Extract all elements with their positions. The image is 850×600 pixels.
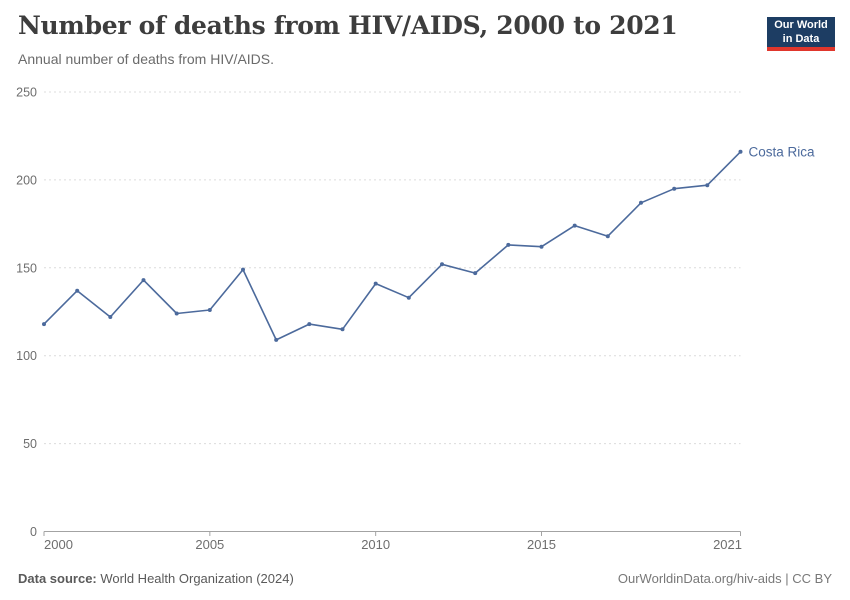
y-axis-tick-label: 250 [16, 86, 37, 100]
data-source-text: World Health Organization (2024) [96, 571, 294, 586]
series-line[interactable] [43, 151, 742, 341]
data-point-marker[interactable] [174, 311, 179, 316]
data-point-marker[interactable] [207, 308, 212, 312]
x-axis-tick-label: 2005 [195, 537, 224, 552]
owid-logo-line2: in Data [782, 33, 820, 45]
x-axis-tick-label: 2021 [713, 537, 742, 552]
chart-subtitle: Annual number of deaths from HIV/AIDS. [18, 51, 275, 67]
x-axis-tick-label: 2000 [44, 537, 73, 552]
chart-title: Number of deaths from HIV/AIDS, 2000 to … [18, 11, 678, 40]
data-point-marker[interactable] [340, 327, 345, 332]
data-source: Data source: World Health Organization (… [18, 571, 294, 586]
chart-footer: Data source: World Health Organization (… [18, 571, 832, 586]
data-point-marker[interactable] [274, 337, 279, 342]
data-point-marker[interactable] [473, 271, 478, 276]
data-point-marker[interactable] [605, 234, 610, 239]
data-source-label: Data source: [18, 571, 97, 586]
data-point-marker[interactable] [307, 322, 312, 327]
credit-line: OurWorldinData.org/hiv-aids | CC BY [617, 571, 832, 586]
data-point-marker[interactable] [440, 262, 444, 267]
y-axis-tick-label: 100 [16, 349, 37, 363]
data-point-marker[interactable] [406, 295, 411, 300]
owid-logo[interactable]: Our World in Data [767, 17, 835, 51]
y-axis-tick-label: 0 [30, 525, 37, 539]
data-point-marker[interactable] [506, 242, 511, 247]
x-axis-tick-label: 2015 [527, 537, 556, 552]
x-axis-tick-label: 2010 [361, 537, 390, 552]
data-point-marker[interactable] [572, 223, 577, 228]
data-point-marker[interactable] [539, 244, 544, 249]
data-point-marker[interactable] [639, 200, 643, 205]
y-axis-tick-label: 50 [23, 437, 37, 451]
data-point-marker[interactable] [241, 267, 245, 272]
data-point-marker[interactable] [738, 149, 743, 154]
data-point-marker[interactable] [672, 186, 677, 191]
data-point-marker[interactable] [141, 278, 146, 283]
y-axis-tick-label: 200 [16, 173, 37, 187]
owid-logo-line1: Our World [774, 18, 828, 31]
data-point-marker[interactable] [42, 322, 46, 327]
data-point-marker[interactable] [108, 315, 113, 319]
series-label: Costa Rica [749, 144, 816, 159]
data-point-marker[interactable] [75, 288, 80, 293]
y-axis-tick-label: 150 [16, 261, 37, 275]
data-point-marker[interactable] [373, 281, 378, 286]
data-point-marker[interactable] [705, 183, 710, 188]
